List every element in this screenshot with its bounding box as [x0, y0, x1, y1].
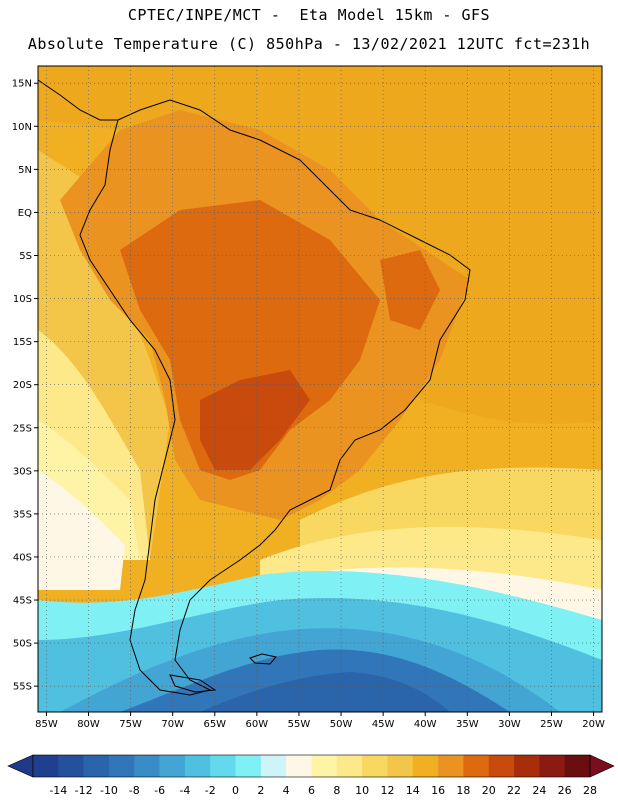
colorbar-swatch	[564, 755, 591, 777]
colorbar-swatch	[210, 755, 236, 777]
colorbar-label: 10	[355, 784, 369, 797]
lon-label: 30W	[498, 719, 521, 730]
colorbar-swatch	[463, 755, 490, 777]
colorbar-left-arrow	[7, 754, 34, 778]
south-america-coastline	[79, 99, 471, 696]
pacific-white-field	[38, 470, 125, 590]
colorbar-label: 28	[583, 784, 597, 797]
lon-label: 55W	[288, 719, 311, 730]
colorbar-label: 14	[406, 784, 420, 797]
colorbar-label: 16	[431, 784, 445, 797]
continent-hot-field	[120, 200, 380, 480]
colorbar-label: -10	[100, 784, 118, 797]
colorbar-swatch	[336, 755, 363, 777]
lon-label: 75W	[119, 719, 142, 730]
lat-label: 55S	[13, 682, 32, 693]
latitude-labels: 15N 10N 5N EQ 5S 10S 15S 20S 25S 30S 35S 40S 45S 50S 5…	[12, 79, 38, 693]
colorbar-label: 8	[333, 784, 340, 797]
colorbar-swatch	[134, 755, 160, 777]
continent-core-field	[200, 370, 310, 470]
colorbar-swatch	[488, 755, 515, 777]
colorbar-swatch	[260, 755, 287, 777]
colorbar-swatch	[438, 755, 464, 777]
colorbar-label: 4	[283, 784, 290, 797]
lat-label: 30S	[13, 466, 32, 477]
colorbar-label: 22	[507, 784, 521, 797]
lon-label: 50W	[330, 719, 353, 730]
lat-label: 50S	[13, 639, 32, 650]
lon-label: 35W	[456, 719, 479, 730]
lon-label: 65W	[203, 719, 226, 730]
colorbar-label: 20	[482, 784, 496, 797]
colorbar-swatch	[235, 755, 262, 777]
falklands-coastline	[249, 653, 277, 665]
colorbar-label: 12	[380, 784, 394, 797]
central-america-coastline	[37, 79, 118, 121]
colorbar-swatch	[412, 755, 439, 777]
colorbar-label: -2	[205, 784, 216, 797]
lat-label: 10S	[13, 294, 32, 305]
colorbar-swatch	[159, 755, 186, 777]
lat-label: 40S	[13, 552, 32, 563]
colorbar-label: 6	[308, 784, 315, 797]
southern-ocean-blue4-field	[200, 672, 450, 712]
lat-label: EQ	[18, 208, 32, 219]
lon-label: 25W	[540, 719, 563, 730]
colorbar-swatch	[33, 755, 59, 777]
colorbar-swatch	[108, 755, 135, 777]
colorbar-swatch	[286, 755, 312, 777]
colorbar-right-arrow	[589, 754, 615, 778]
lon-label: 40W	[414, 719, 437, 730]
lat-label: 45S	[13, 596, 32, 607]
lat-label: 35S	[13, 509, 32, 520]
colorbar-label: 26	[558, 784, 572, 797]
lon-label: 60W	[246, 719, 269, 730]
colorbar-border	[32, 754, 591, 778]
temperature-field	[38, 66, 602, 712]
colorbar-swatch	[311, 755, 338, 777]
tierra-del-fuego-coastline	[169, 674, 217, 693]
map-frame	[37, 65, 603, 713]
lon-label: 70W	[161, 719, 184, 730]
colorbar-label: -12	[75, 784, 93, 797]
lat-label: 5N	[18, 165, 32, 176]
colorbar-swatch	[58, 755, 84, 777]
colorbar-label: 0	[232, 784, 239, 797]
lat-label: 25S	[13, 423, 32, 434]
colorbar-label: -4	[179, 784, 190, 797]
lat-label: 5S	[19, 251, 32, 262]
coastlines	[37, 79, 471, 696]
lat-label: 10N	[12, 122, 32, 133]
colorbar: -14 -12 -10 -8 -6 -4 -2 0 2 4 6 8 10 12 14 16 18 20 22 24 26…	[7, 754, 615, 797]
colorbar-swatch	[83, 755, 110, 777]
lat-label: 15N	[12, 79, 32, 90]
colorbar-label: 24	[532, 784, 546, 797]
colorbar-label: -6	[154, 784, 165, 797]
lon-label: 20W	[582, 719, 605, 730]
title-line-1: CPTEC/INPE/MCT - Eta Model 15km - GFS	[127, 6, 491, 24]
lon-label: 85W	[35, 719, 58, 730]
colorbar-label: 18	[456, 784, 470, 797]
colorbar-swatch	[539, 755, 565, 777]
colorbar-label: -8	[129, 784, 140, 797]
colorbar-label: -14	[49, 784, 67, 797]
lon-label: 45W	[372, 719, 395, 730]
colorbar-swatch	[362, 755, 388, 777]
colorbar-swatch	[387, 755, 414, 777]
longitude-labels: 85W 80W 75W 70W 65W 60W 55W 50W 45W 40W 35W 30W 25W 2…	[35, 712, 605, 730]
lon-label: 80W	[77, 719, 100, 730]
north-atlantic-field	[38, 66, 602, 424]
lat-label: 15S	[13, 337, 32, 348]
colorbar-swatch	[514, 755, 540, 777]
colorbar-label: 2	[257, 784, 264, 797]
lat-label: 20S	[13, 380, 32, 391]
title-line-2: Absolute Temperature (C) 850hPa - 13/02/…	[27, 35, 591, 53]
colorbar-swatch	[184, 755, 211, 777]
